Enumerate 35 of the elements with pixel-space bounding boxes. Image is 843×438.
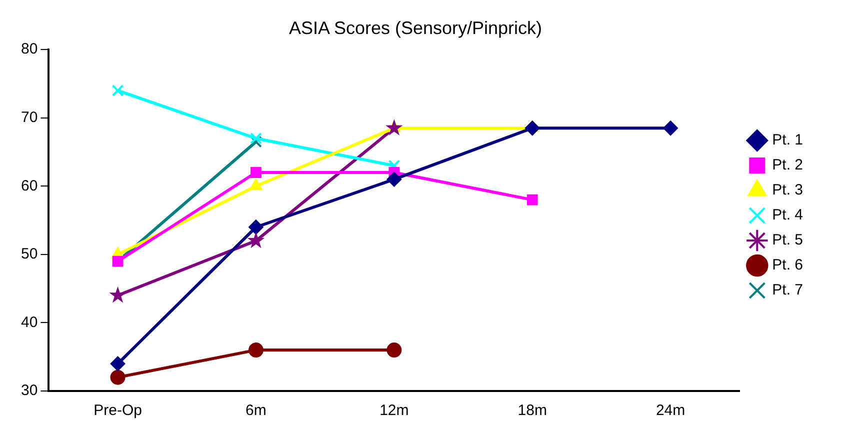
x-tick-label: 24m	[656, 402, 686, 420]
x-tick-label: Pre-Op	[94, 402, 142, 420]
y-tick-label: 40	[20, 314, 38, 331]
point	[110, 370, 126, 385]
y-tick-label: 30	[20, 382, 38, 400]
point	[386, 342, 402, 358]
point	[112, 84, 124, 97]
point	[250, 132, 262, 144]
point	[248, 342, 264, 358]
y-tick-label: 60	[20, 177, 38, 194]
point	[524, 120, 540, 136]
point	[250, 136, 262, 148]
y-tick-label: 80	[20, 40, 38, 58]
legend-label: Pt. 2	[772, 156, 804, 174]
legend-label: Pt. 5	[772, 232, 804, 249]
legend-label: Pt. 6	[772, 256, 804, 274]
point	[526, 194, 538, 206]
legend-label: Pt. 4	[772, 206, 804, 224]
x-tick-label: 18m	[518, 402, 547, 420]
legend-label: Pt. 7	[772, 282, 804, 299]
point	[250, 167, 262, 178]
point	[386, 119, 403, 136]
point	[247, 232, 265, 248]
y-tick-label: 70	[20, 109, 38, 126]
chart-title: ASIA Scores (Sensory/Pinprick)	[288, 18, 542, 38]
y-tick-label: 50	[20, 246, 38, 263]
point	[248, 220, 264, 235]
legend-label: Pt. 1	[772, 132, 804, 149]
point	[386, 172, 402, 187]
point	[110, 356, 126, 372]
point	[663, 120, 678, 136]
x-tick-label: 12m	[380, 402, 409, 420]
point	[109, 286, 126, 303]
x-tick-label: 6m	[246, 402, 266, 420]
legend-label: Pt. 3	[772, 182, 804, 199]
